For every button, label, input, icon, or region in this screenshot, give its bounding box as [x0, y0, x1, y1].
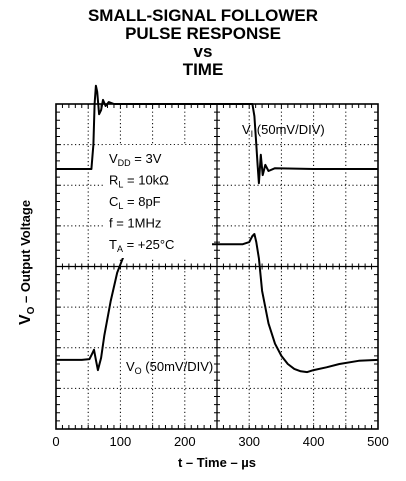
y-axis-label-main: V	[17, 314, 34, 325]
condition-main: T	[109, 237, 117, 252]
condition-line: CL = 8pF	[109, 194, 161, 211]
condition-value: = 10kΩ	[123, 173, 169, 188]
chart-title-line-1: SMALL-SIGNAL FOLLOWER	[87, 6, 319, 25]
condition-subscript: A	[117, 244, 123, 254]
chart-title-line-3: vs	[193, 42, 213, 61]
vi-trace-label-scale: (50mV/DIV)	[253, 122, 325, 137]
condition-subscript: DD	[118, 158, 131, 168]
series-line-vo	[56, 233, 379, 374]
condition-value: = 3V	[131, 151, 162, 166]
condition-line: VDD = 3V	[109, 151, 162, 168]
x-tick-label: 0	[52, 434, 59, 449]
x-tick-label: 100	[110, 434, 132, 449]
vi-trace-label-subscript: I	[251, 129, 254, 139]
condition-subscript: L	[118, 201, 123, 211]
series-line-vi	[56, 84, 378, 185]
chart-title-line-4: TIME	[182, 60, 224, 79]
condition-main: C	[109, 194, 118, 209]
x-tick-label: 500	[367, 434, 389, 449]
vo-trace-label-scale: (50mV/DIV)	[142, 359, 214, 374]
condition-main: V	[109, 151, 118, 166]
condition-subscript: L	[118, 180, 123, 190]
y-axis-label-rest: – Output Voltage	[18, 200, 33, 307]
vo-trace-label-subscript: O	[135, 366, 142, 376]
y-axis-label-subscript: O	[26, 306, 37, 314]
condition-line: RL = 10kΩ	[109, 173, 169, 190]
condition-value: = +25°C	[123, 237, 174, 252]
vo-trace-label-main: V	[126, 359, 135, 374]
condition-main: f = 1MHz	[109, 216, 161, 231]
chart-title-line-2: PULSE RESPONSE	[125, 24, 281, 43]
conditions-box	[104, 145, 212, 258]
condition-value: = 8pF	[123, 194, 160, 209]
x-axis-label: t – Time – µs	[178, 455, 256, 470]
x-tick-label: 400	[303, 434, 325, 449]
x-tick-label: 200	[174, 434, 196, 449]
condition-line: TA = +25°C	[109, 237, 174, 254]
vi-trace-label: VI (50mV/DIV)	[242, 122, 325, 139]
vi-trace-label-main: V	[242, 122, 251, 137]
condition-line: f = 1MHz	[109, 216, 161, 231]
condition-main: R	[109, 173, 118, 188]
vo-trace-label: VO (50mV/DIV)	[126, 359, 213, 376]
x-tick-label: 300	[238, 434, 260, 449]
y-axis-label: VO – Output Voltage	[17, 200, 37, 325]
